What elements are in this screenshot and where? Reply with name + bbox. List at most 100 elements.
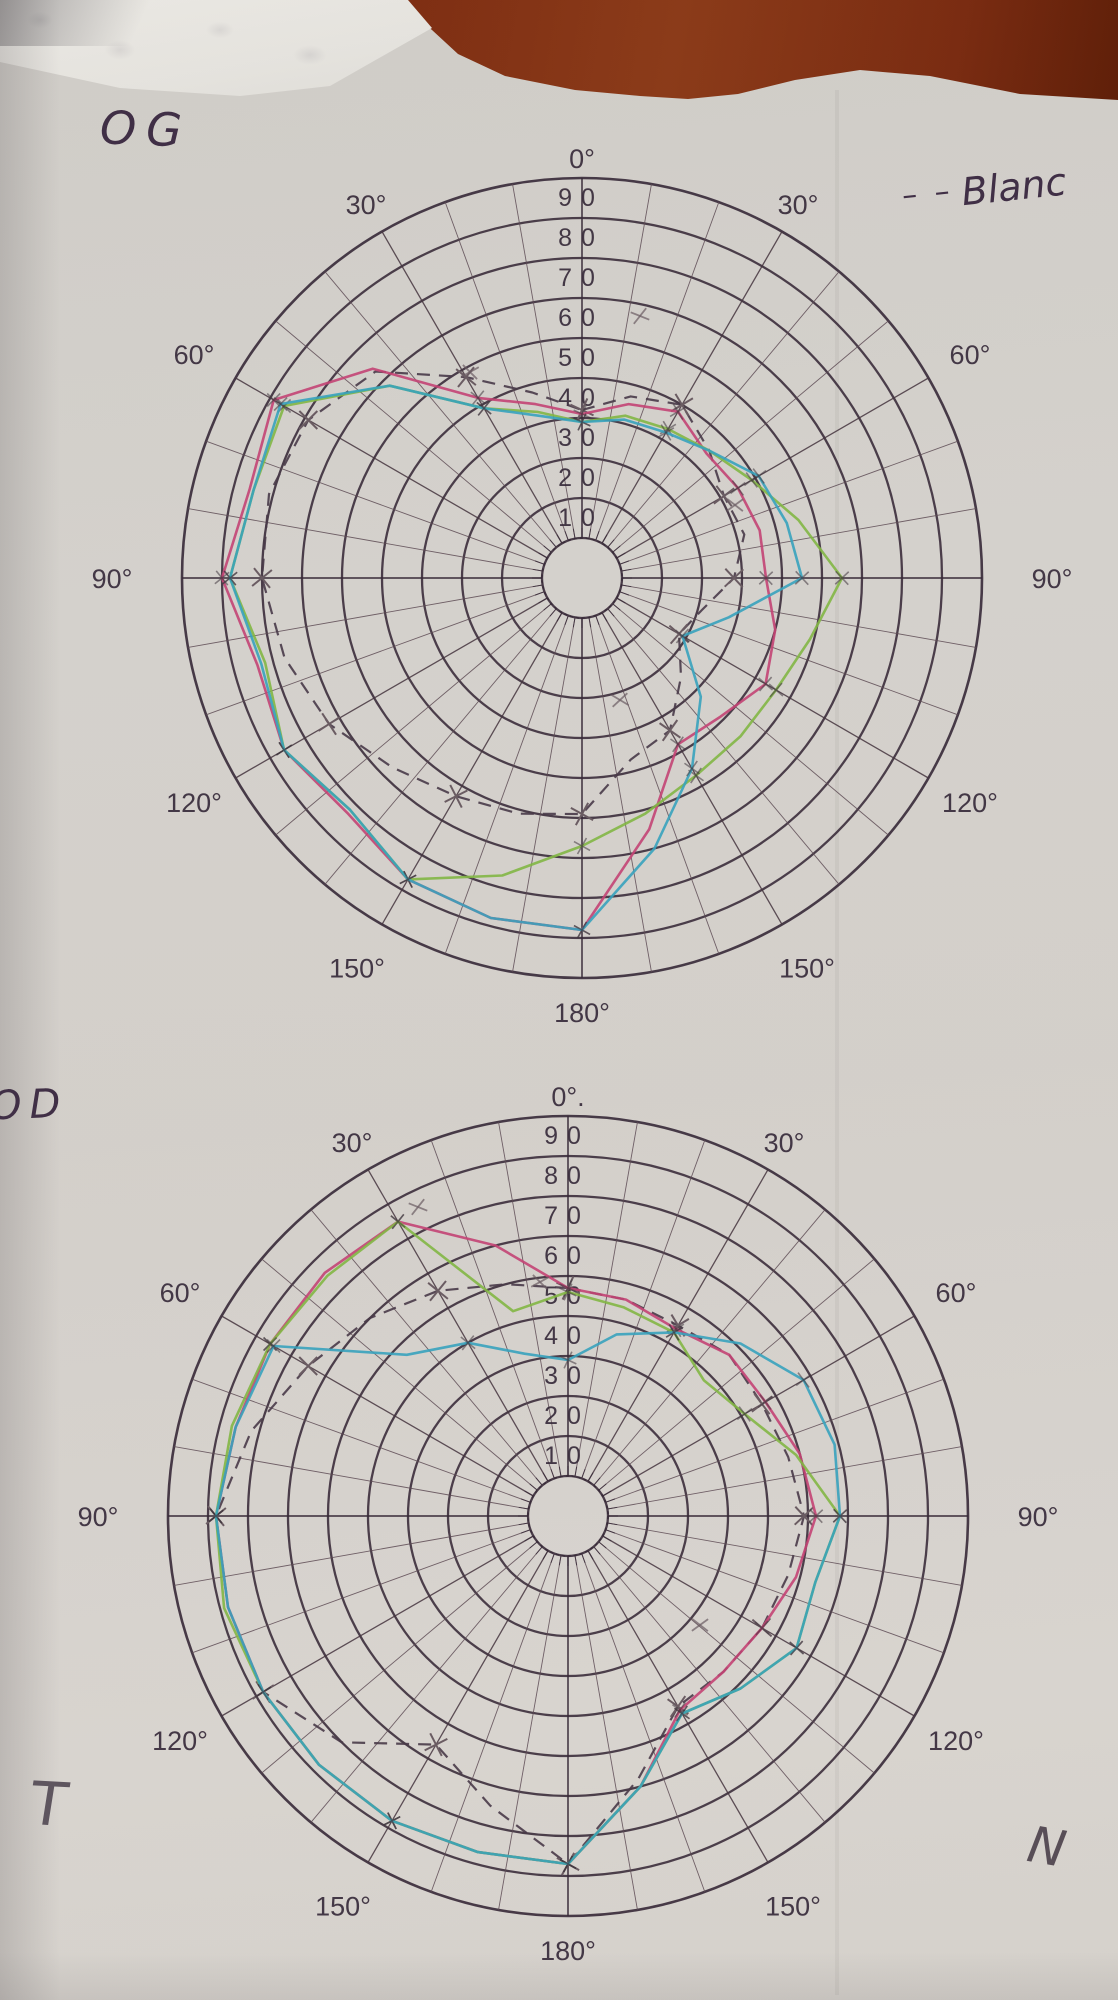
data-point-mark (559, 1855, 577, 1873)
radial-tick-label: 70 (558, 264, 604, 292)
series-bleu-OG (228, 384, 804, 932)
angle-label: 30° (346, 190, 387, 220)
data-point-mark (273, 396, 288, 412)
stray-pencil-mark (460, 364, 480, 380)
data-point-mark (317, 712, 341, 736)
stray-pencil-mark (691, 1618, 709, 1632)
angle-label: 90° (1032, 564, 1073, 594)
polar-chart-OD: 1020304050607080900°.30°60°90°120°150°18… (78, 1082, 1059, 1966)
data-point-mark (444, 784, 468, 809)
radial-tick-label: 40 (558, 384, 604, 412)
data-point-mark (659, 719, 681, 742)
data-point-mark (573, 405, 591, 423)
legend-dashed-line-sample: – – (900, 173, 956, 214)
radial-tick-label: 20 (558, 464, 604, 492)
data-point-mark (730, 480, 746, 496)
data-point-mark (399, 870, 417, 888)
angle-label: 150° (315, 1892, 371, 1922)
radial-tick-label: 10 (544, 1442, 590, 1470)
data-point-mark (222, 570, 238, 586)
data-point-mark (570, 802, 594, 826)
angle-label: 90° (1018, 1502, 1059, 1532)
data-point-mark (383, 1812, 401, 1830)
radial-tick-label: 80 (558, 224, 604, 252)
data-point-mark (665, 1324, 683, 1341)
data-point-mark (758, 676, 774, 692)
angle-label: 60° (950, 340, 991, 370)
angle-label: 150° (779, 954, 835, 984)
data-point-mark (559, 1283, 577, 1301)
data-point-mark (834, 570, 850, 586)
angle-label: 0° (569, 144, 595, 174)
data-point-mark (724, 568, 744, 588)
angle-label: 150° (329, 954, 385, 984)
data-point-mark (427, 1280, 449, 1302)
data-point-mark (476, 400, 492, 416)
data-point-mark (460, 1335, 476, 1351)
data-point-mark (808, 1508, 824, 1524)
annotation-left-eye-og: OG (99, 100, 193, 158)
angle-label: 120° (928, 1726, 984, 1756)
data-point-mark (674, 1705, 690, 1722)
data-point-mark (208, 1508, 224, 1524)
data-point-mark (713, 485, 735, 507)
annotation-right-eye-od: OD (0, 1080, 70, 1130)
radial-tick-label: 30 (544, 1362, 590, 1390)
angle-label: 90° (92, 564, 133, 594)
radial-tick-label: 80 (544, 1162, 590, 1190)
angle-label: 120° (942, 788, 998, 818)
radial-tick-label: 30 (558, 424, 604, 452)
angle-label: 90° (78, 1502, 119, 1532)
radial-tick-label: 70 (544, 1202, 590, 1230)
data-point-mark (768, 682, 784, 698)
data-point-mark (266, 1338, 281, 1354)
data-point-mark (298, 410, 319, 430)
grid-OD (166, 1114, 970, 1918)
data-point-mark (275, 741, 293, 759)
radial-tick-label: 60 (544, 1242, 590, 1270)
corner-shadow (0, 0, 180, 46)
angle-label: 0°. (551, 1082, 584, 1112)
data-point-mark (794, 570, 810, 586)
angle-label: 30° (332, 1128, 373, 1158)
angle-label: 180° (554, 998, 610, 1028)
data-point-mark (251, 567, 273, 589)
data-point-mark (573, 921, 591, 939)
data-point-mark (298, 1356, 318, 1376)
data-point-mark (657, 424, 675, 441)
data-point-mark (832, 1508, 848, 1524)
radial-tick-label: 50 (558, 344, 604, 372)
data-point-mark (757, 1394, 774, 1410)
data-point-mark (255, 1683, 272, 1701)
angle-label: 30° (778, 190, 819, 220)
data-point-mark (670, 393, 694, 417)
angle-label: 60° (936, 1278, 977, 1308)
angle-label: 60° (174, 340, 215, 370)
data-point-mark (470, 390, 486, 406)
data-point-mark (266, 392, 281, 408)
angle-label: 180° (540, 1936, 596, 1966)
bottom-shadow (0, 1952, 1118, 2000)
stray-pencil-mark (530, 1274, 550, 1290)
data-point-mark (390, 1213, 406, 1230)
polar-chart-OG: 10 20 30 40 50 60 70 80 90 0° 30° 60° 90° 120° 150° 180… (92, 144, 1073, 1028)
data-point-mark (559, 1351, 577, 1369)
radial-tick-label: 10 (558, 504, 604, 532)
data-point-mark (754, 1620, 770, 1636)
data-point-mark (424, 1732, 448, 1757)
data-point-mark (670, 736, 686, 753)
grid-OG (180, 176, 984, 980)
data-point-mark (795, 1372, 812, 1388)
radial-tick-label: 90 (558, 184, 604, 212)
angle-label: 120° (152, 1726, 208, 1756)
data-point-mark (573, 837, 591, 855)
data-point-mark (669, 403, 687, 421)
angle-label: 30° (764, 1128, 805, 1158)
stray-pencil-mark (726, 498, 744, 512)
stray-pencil-mark (408, 1198, 428, 1216)
data-point-mark (263, 1336, 278, 1352)
radial-tick-label: 20 (544, 1402, 590, 1430)
data-point-mark (684, 760, 700, 777)
